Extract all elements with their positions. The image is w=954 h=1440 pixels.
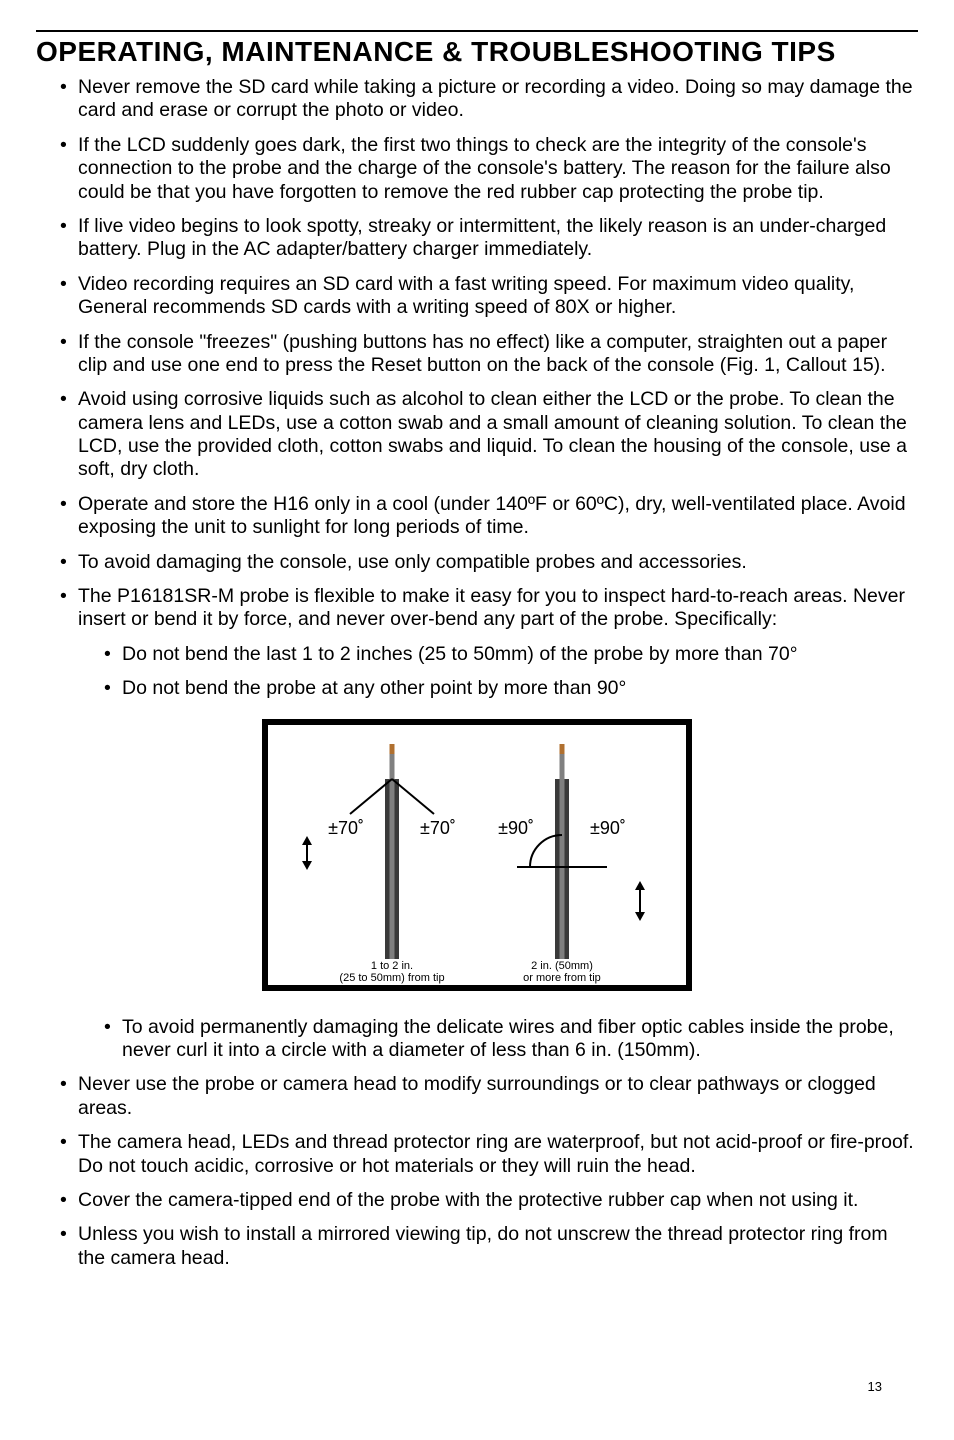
bullet-item: Never use the probe or camera head to mo… bbox=[60, 1073, 918, 1120]
angle-label: ±90˚ bbox=[590, 818, 626, 838]
sub-item: Do not bend the last 1 to 2 inches (25 t… bbox=[104, 643, 918, 666]
sub-list-1: Do not bend the last 1 to 2 inches (25 t… bbox=[104, 643, 918, 701]
bullet-item: Video recording requires an SD card with… bbox=[60, 273, 918, 320]
sub-list-2: To avoid permanently damaging the delica… bbox=[104, 1016, 918, 1063]
bullet-item: If live video begins to look spotty, str… bbox=[60, 215, 918, 262]
bullet-item: The P16181SR-M probe is flexible to make… bbox=[60, 585, 918, 632]
bullet-item: Operate and store the H16 only in a cool… bbox=[60, 493, 918, 540]
probe-diagram: ±70˚ ±70˚ ±90˚ ±90˚ bbox=[262, 719, 692, 991]
angle-label: ±70˚ bbox=[420, 818, 456, 838]
section-heading: OPERATING, MAINTENANCE & TROUBLESHOOTING… bbox=[36, 36, 918, 68]
page: OPERATING, MAINTENANCE & TROUBLESHOOTING… bbox=[36, 30, 918, 1410]
caption-line: (25 to 50mm) from tip bbox=[339, 972, 444, 984]
bullet-item: Unless you wish to install a mirrored vi… bbox=[60, 1223, 918, 1270]
page-number: 13 bbox=[868, 1379, 882, 1394]
bullet-item: Cover the camera-tipped end of the probe… bbox=[60, 1189, 918, 1212]
bullet-item: The camera head, LEDs and thread protect… bbox=[60, 1131, 918, 1178]
bullet-item: Avoid using corrosive liquids such as al… bbox=[60, 388, 918, 482]
figure: ±70˚ ±70˚ ±90˚ ±90˚ bbox=[36, 719, 918, 996]
sub-item: To avoid permanently damaging the delica… bbox=[104, 1016, 918, 1063]
angle-label: ±90˚ bbox=[498, 818, 534, 838]
caption-line: or more from tip bbox=[523, 972, 601, 984]
caption-line: 2 in. (50mm) bbox=[531, 960, 593, 972]
caption-line: 1 to 2 in. bbox=[371, 960, 413, 972]
sub-item: Do not bend the probe at any other point… bbox=[104, 677, 918, 700]
bullet-list-top: Never remove the SD card while taking a … bbox=[60, 76, 918, 632]
bullet-list-bottom: Never use the probe or camera head to mo… bbox=[60, 1073, 918, 1270]
bullet-item: Never remove the SD card while taking a … bbox=[60, 76, 918, 123]
bullet-item: If the LCD suddenly goes dark, the first… bbox=[60, 134, 918, 204]
bullet-item: If the console "freezes" (pushing button… bbox=[60, 331, 918, 378]
top-rule bbox=[36, 30, 918, 32]
angle-label: ±70˚ bbox=[328, 818, 364, 838]
bullet-item: To avoid damaging the console, use only … bbox=[60, 551, 918, 574]
